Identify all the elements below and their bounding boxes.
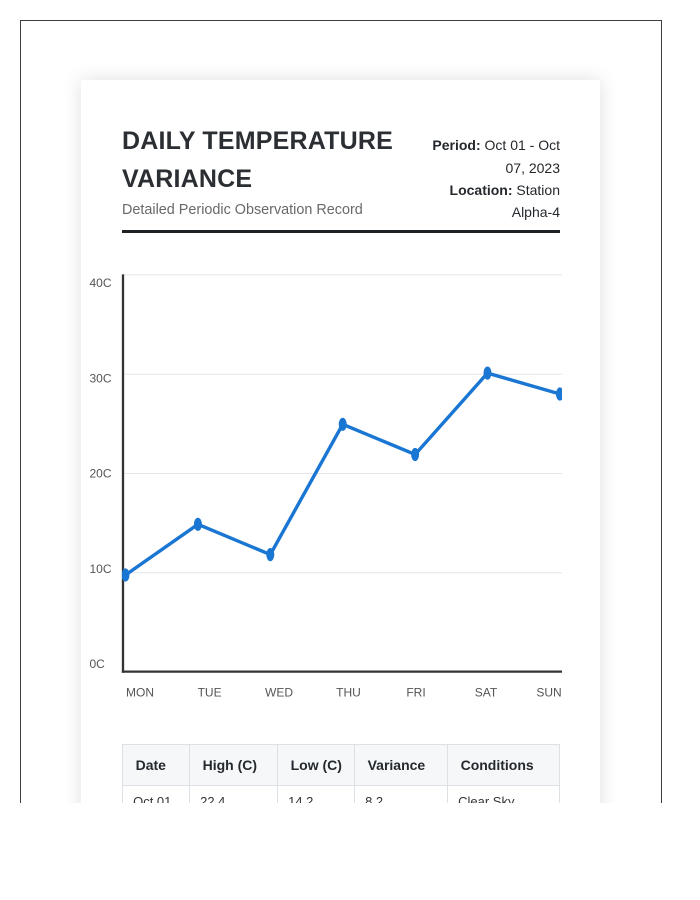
svg-text:WED: WED xyxy=(265,685,293,699)
svg-text:10C: 10C xyxy=(90,562,112,576)
svg-text:30C: 30C xyxy=(90,371,112,385)
svg-text:SUN: SUN xyxy=(536,685,561,699)
svg-text:THU: THU xyxy=(336,685,361,699)
svg-text:20C: 20C xyxy=(90,467,112,481)
svg-text:SAT: SAT xyxy=(475,685,498,699)
svg-text:FRI: FRI xyxy=(406,685,425,699)
svg-text:40C: 40C xyxy=(90,276,112,290)
svg-text:MON: MON xyxy=(126,685,154,699)
svg-text:TUE: TUE xyxy=(198,685,222,699)
svg-text:0C: 0C xyxy=(90,657,106,671)
